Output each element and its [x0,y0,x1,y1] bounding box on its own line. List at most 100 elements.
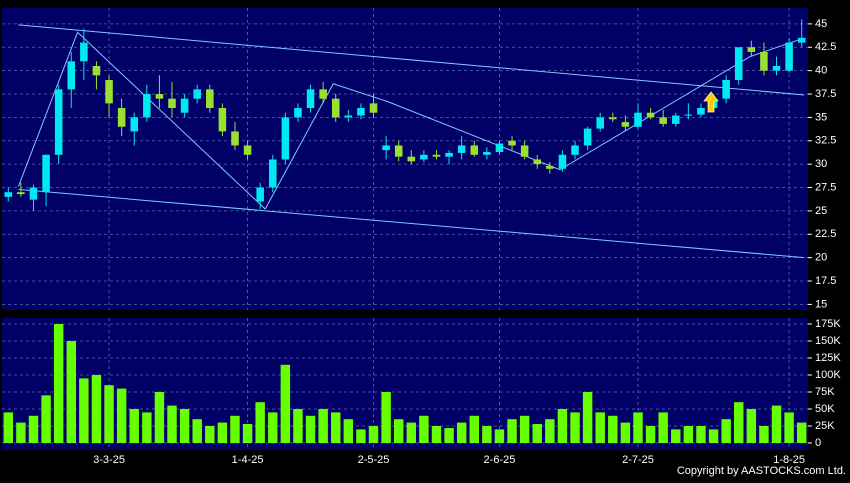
candle-body [596,117,604,129]
candle-body [4,192,13,197]
candle-body [558,154,567,169]
candle-body [533,159,542,165]
y-tick-label: 25 [815,205,827,217]
candle-body [394,145,403,157]
volume-bar [305,415,316,443]
volume-bar [708,429,719,443]
candle-body [470,145,479,155]
volume-bar [343,419,354,443]
volume-bar [331,412,341,443]
y-tick-label: 35 [815,111,827,123]
x-tick-label: 2-6-25 [484,454,516,466]
candle-body [344,115,353,118]
volume-bar [406,422,417,443]
volume-bar [645,425,656,443]
volume-bar [393,419,404,443]
candle-body [168,98,176,109]
volume-bar [104,385,114,443]
volume-bar [167,405,177,443]
volume-bar [129,408,139,443]
volume-bar [142,412,152,443]
candle-body [457,145,466,153]
volume-bar [570,412,580,443]
y-tick-label: 32.5 [815,135,836,147]
candle-body [369,103,378,113]
candle-body [105,79,113,104]
candle-body [420,154,428,160]
volume-bar [519,415,530,443]
volume-bar [154,391,165,443]
candle-body [646,112,655,118]
volume-bar [192,419,202,443]
volume-bar [444,428,454,443]
candle-body [495,143,504,152]
x-tick-label: 2-7-25 [622,454,654,466]
y-tick-label: 42.5 [815,41,836,53]
volume-bar [3,412,14,443]
volume-bar [532,423,542,443]
y-tick-label: 0 [815,437,821,449]
volume-bar [419,415,429,443]
volume-bar [205,425,215,443]
volume-bar [242,423,253,443]
volume-bar [116,388,127,443]
candle-body [80,42,88,62]
y-tick-label: 20 [815,252,827,264]
candle-body [583,128,592,146]
volume-bar [381,391,391,443]
candle-body [17,192,25,195]
volume-bar [746,408,757,443]
trend-line [18,24,805,96]
candle-body [520,145,529,157]
price-panel [2,8,808,310]
volume-bar [557,408,568,443]
volume-bar [230,415,240,443]
volume-bar [280,364,291,443]
volume-bar [217,422,228,443]
candle-body [331,98,340,118]
y-tick-label: 22.5 [815,228,836,240]
candle-body [67,61,76,90]
volume-bar [595,412,605,443]
volume-bar [16,422,26,443]
x-tick-label: 1-4-25 [232,454,264,466]
y-tick-label: 175K [815,318,841,330]
candle-body [747,47,756,52]
candle-body [206,89,214,109]
volume-bar [179,408,190,443]
candle-body [92,65,101,76]
candle-body [760,51,768,71]
volume-bar [79,378,89,443]
candle-body [42,154,50,193]
volume-bar [268,412,278,443]
volume-bar [66,340,76,443]
volume-bar [683,425,694,443]
candle-body [306,89,315,109]
volume-bar [255,402,265,443]
volume-bar [41,395,51,443]
candle-body [734,47,743,80]
candle-body [281,117,290,160]
y-tick-label: 50K [815,403,835,415]
candle-body [130,117,139,132]
volume-bar [721,419,731,443]
candle-body [218,108,227,132]
y-tick-label: 45 [815,18,827,30]
candle-body [508,140,516,146]
volume-bar [620,422,631,443]
volume-bar [784,412,794,443]
candle-body [54,89,63,155]
volume-bar [507,419,517,443]
candle-body [180,98,189,113]
candle-body [319,89,327,99]
x-tick-label: 2-5-25 [358,454,390,466]
volume-bar [356,429,366,443]
volume-bar [28,415,39,443]
candle-body [797,37,806,43]
candle-body [609,117,617,120]
candle-body [659,117,667,124]
y-tick-label: 15 [815,298,827,310]
volume-bar [53,323,64,443]
candle-body [193,89,201,99]
